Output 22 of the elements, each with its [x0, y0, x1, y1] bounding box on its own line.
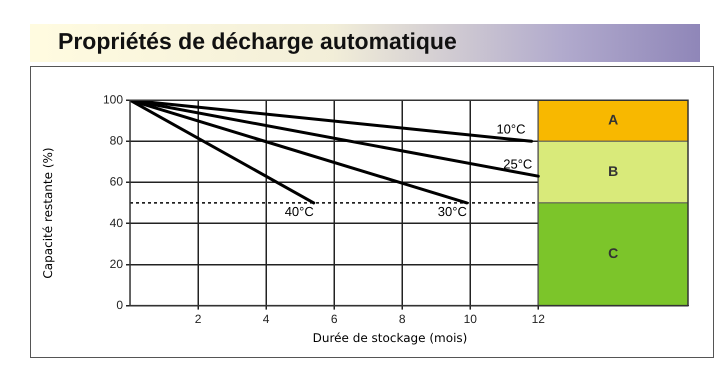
band-label: C: [608, 245, 618, 262]
band-label: A: [608, 112, 618, 128]
y-tick-label: 0: [116, 298, 124, 312]
x-tick-label: 2: [194, 312, 202, 326]
series-label: 25°C: [503, 156, 532, 172]
x-tick-label: 12: [532, 312, 546, 326]
y-tick-label: 20: [110, 256, 124, 271]
series-label: 30°C: [438, 204, 467, 219]
series-label: 10°C: [496, 121, 526, 136]
y-tick-label: 100: [102, 92, 124, 107]
y-tick-label: 40: [110, 216, 124, 230]
y-axis-title: Capacité restante (%): [41, 147, 55, 279]
x-tick-label: 8: [398, 312, 406, 326]
chart-title: Propriétés de décharge automatique: [58, 28, 457, 55]
x-tick-label: 10: [464, 312, 478, 326]
band-label: B: [608, 162, 618, 179]
x-axis-title: Durée de stockage (mois): [312, 331, 468, 345]
series-label: 40°C: [284, 204, 314, 219]
x-tick-label: 6: [330, 312, 338, 326]
y-tick-label: 80: [110, 134, 124, 148]
x-tick-label: 4: [262, 312, 270, 326]
y-tick-label: 60: [110, 174, 124, 189]
